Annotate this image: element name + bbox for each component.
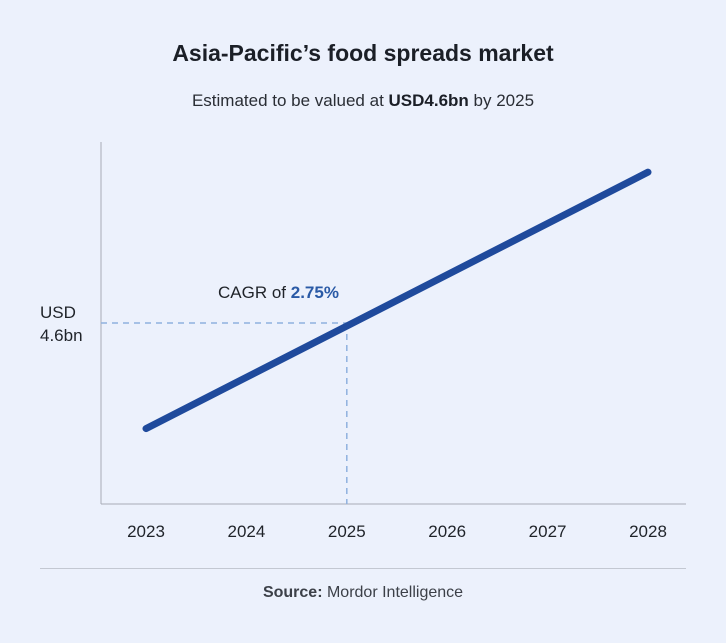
x-tick-label: 2023	[127, 522, 165, 541]
x-tick-label: 2025	[328, 522, 366, 541]
x-tick-label: 2024	[227, 522, 265, 541]
reference-label-currency: USD	[40, 303, 76, 322]
source-label: Source:	[262, 584, 323, 601]
chart-title: Asia-Pacific’s food spreads market	[172, 40, 554, 66]
source-note: Source: Mordor Intelligence	[0, 584, 726, 602]
source-text: Mordor Intelligence	[322, 584, 464, 601]
cagr-value: 2.75%	[291, 283, 339, 302]
subtitle-suffix: by 2025	[468, 91, 535, 110]
line-chart: 2023 2024 2025 2026 2027 2028 USD 4.6bn CAGR …	[40, 142, 686, 541]
footer-divider	[40, 568, 686, 569]
cagr-prefix: CAGR of	[218, 283, 291, 302]
cagr-annotation: CAGR of 2.75%	[218, 283, 339, 302]
x-tick-label: 2026	[428, 522, 466, 541]
reference-label-value: 4.6bn	[40, 326, 83, 345]
chart-subtitle: Estimated to be valued at USD4.6bn by 20…	[0, 91, 726, 111]
market-value-line	[142, 168, 652, 433]
subtitle-prefix: Estimated to be valued at	[191, 91, 389, 110]
x-tick-label: 2027	[529, 522, 567, 541]
x-tick-label: 2028	[629, 522, 667, 541]
subtitle-highlight: USD4.6bn	[388, 91, 469, 110]
